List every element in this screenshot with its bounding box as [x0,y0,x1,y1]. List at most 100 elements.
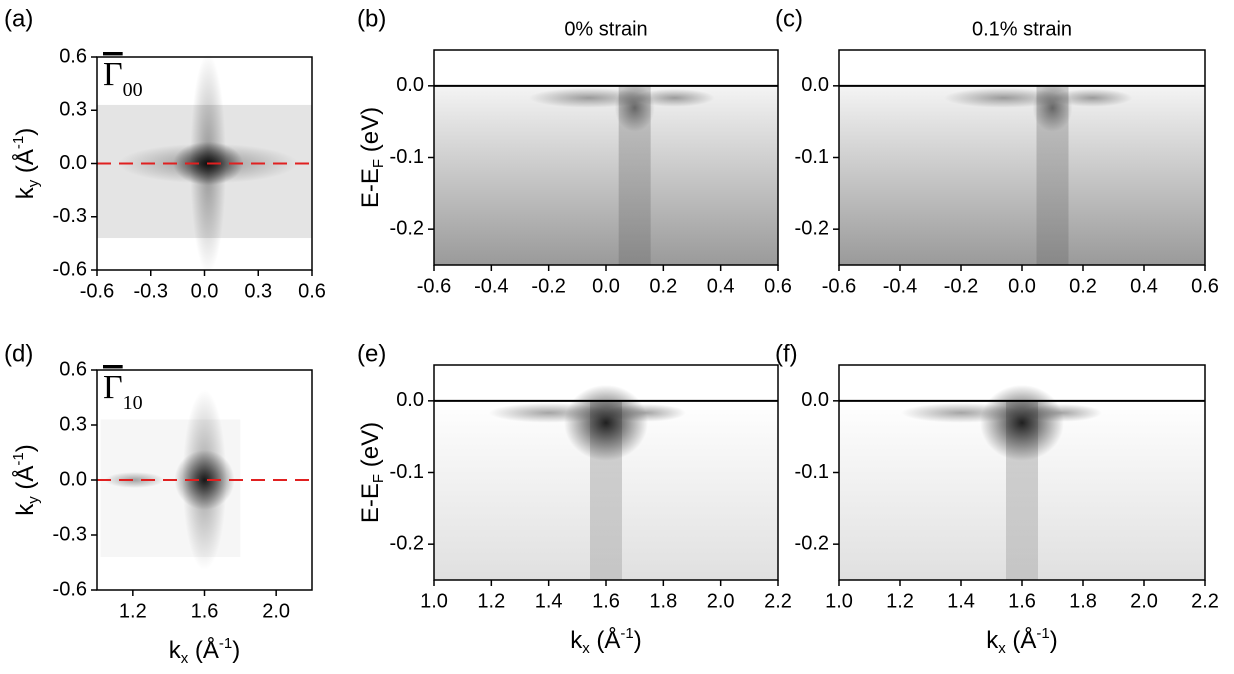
axis-label-part: ) [232,637,240,664]
axis-label-part: F [370,159,387,168]
y-tick-label: -0.2 [390,217,424,239]
x-tick-label: 0.0 [1008,275,1036,297]
axis-label-part: (Å [11,149,39,180]
y-tick-label: -0.3 [53,523,87,545]
axis-label-part: ) [634,627,642,654]
y-tick-label: -0.1 [795,461,829,483]
annotation-symbol: Γ [103,56,123,93]
x-tick-label: 1.2 [477,590,505,612]
x-tick-label: -0.4 [883,275,917,297]
axis-label-part: -1 [10,136,27,149]
x-tick-label: 1.8 [649,590,677,612]
x-tick-label: 2.2 [764,590,792,612]
x-tick-label: -0.2 [944,275,978,297]
x-tick-label: 2.2 [1191,590,1219,612]
axis-label-part: ) [12,444,39,452]
x-tick-label: 1.2 [886,590,914,612]
y-tick-label: 0.0 [396,389,424,411]
panel-title: 0.1% strain [972,18,1072,40]
axis-label-part: k [986,627,999,654]
axis-label-part: -1 [219,635,232,652]
axis-label-part: y [25,496,42,504]
y-tick-label: 0.0 [59,468,87,490]
panel-label: (b) [357,5,386,32]
axis-label-part: (Å [1006,626,1037,654]
x-tick-label: 1.6 [191,600,219,622]
y-tick-label: -0.2 [390,532,424,554]
axis-label-part: k [12,186,39,199]
axis-label: kx (Å-1) [169,635,241,667]
x-tick-label: 1.6 [1008,590,1036,612]
x-tick-label: -0.3 [134,280,168,302]
x-tick-label: 1.8 [1069,590,1097,612]
panel: -0.6 -0.4 -0.2 0.0 0.2 0.4 0.6 -0.2 -0.1 0.0 (b) 0%… [357,5,792,297]
axis-label-part: (Å [11,466,39,497]
x-tick-label: 0.2 [1069,275,1097,297]
x-tick-label: 0.6 [1191,275,1219,297]
panel-label: (c) [775,5,803,32]
panel-label: (f) [775,340,798,367]
panel-label: (d) [4,340,33,367]
axis-label-part: x [181,650,189,667]
y-tick-label: -0.1 [390,146,424,168]
x-tick-label: 1.0 [420,590,448,612]
x-tick-label: 1.4 [535,590,563,612]
y-tick-label: -0.1 [390,461,424,483]
annotation-sub: 10 [123,392,143,414]
band-peak [614,83,655,132]
band-arm [634,88,715,107]
band-peak [564,384,648,461]
axis-label-part: -1 [10,452,27,465]
x-tick-label: 2.0 [1130,590,1158,612]
x-tick-label: 1.2 [119,600,147,622]
x-tick-label: -0.4 [474,275,508,297]
panel: 1.0 1.2 1.4 1.6 1.8 2.0 2.2 -0.2 -0.1 0.0 (e) kx (Å… [357,340,792,657]
annotation: Γ00 [103,56,143,101]
panel-label: (a) [4,5,33,32]
band-peak [1032,83,1073,132]
x-tick-label: 1.4 [947,590,975,612]
x-tick-label: 0.2 [649,275,677,297]
intensity [104,472,165,488]
axis-label-part: ) [12,128,39,136]
x-tick-label: -0.2 [531,275,565,297]
axis-label: ky (Å-1) [10,444,42,516]
axis-label-part: F [370,474,387,483]
y-tick-label: 0.6 [59,45,87,67]
axis-label: ky (Å-1) [10,128,42,200]
y-tick-label: 0.0 [801,389,829,411]
x-tick-label: -0.6 [822,275,856,297]
y-tick-label: -0.2 [795,532,829,554]
axis-label-part: (Å [590,626,621,654]
axis-label-part: x [582,640,590,657]
x-tick-label: 0.0 [592,275,620,297]
axis-label-part: k [12,503,39,516]
annotation-symbol: Γ [103,369,123,406]
panel: -0.6 -0.4 -0.2 0.0 0.2 0.4 0.6 -0.2 -0.1 0.0 (c) 0.… [775,5,1219,297]
axis-label-part: -1 [1036,625,1049,642]
axis-label-part: (eV) [357,422,384,474]
y-tick-label: -0.6 [53,258,87,280]
band-background [434,85,778,265]
x-tick-label: 0.4 [1130,275,1158,297]
axis-label: kx (Å-1) [570,625,642,657]
y-tick-label: 0.0 [396,74,424,96]
x-tick-label: 1.0 [825,590,853,612]
y-tick-label: -0.3 [53,205,87,227]
panel: -0.6 -0.3 0.0 0.3 0.6 -0.6 -0.3 0.0 0.3 0.6 (a) Γ00… [4,5,326,302]
x-tick-label: 2.0 [707,590,735,612]
x-tick-label: 0.6 [764,275,792,297]
x-tick-label: 0.3 [244,280,272,302]
annotation: Γ10 [103,369,143,414]
axis-label-part: k [169,637,182,664]
y-tick-label: 0.0 [801,74,829,96]
x-tick-label: 2.0 [262,600,290,622]
axis-label-part: E-E [357,168,384,208]
axis-label-part: ) [1050,627,1058,654]
y-tick-label: -0.2 [795,217,829,239]
annotation-sub: 00 [123,79,143,101]
axis-label: E-EF (eV) [357,107,387,208]
y-tick-label: 0.3 [59,99,87,121]
panel: 1.0 1.2 1.4 1.6 1.8 2.0 2.2 -0.2 -0.1 0.0(f) kx (Å… [775,340,1219,657]
